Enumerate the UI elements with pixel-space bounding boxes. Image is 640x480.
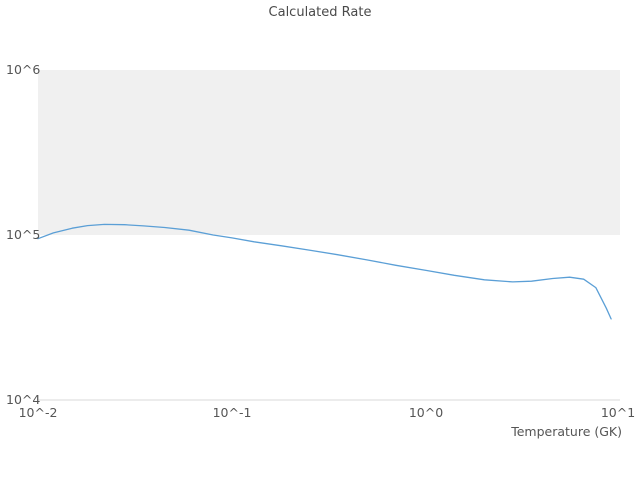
y-tick-label-1e6: 10^6 [6, 62, 40, 77]
x-tick-label-1e0: 10^0 [409, 405, 443, 420]
x-axis-label: Temperature (GK) [510, 424, 622, 439]
y-tick-label-1e4: 10^4 [6, 392, 40, 407]
x-tick-label-1e-2: 10^-2 [19, 405, 58, 420]
x-tick-label-1e1: 10^1 [601, 405, 635, 420]
x-tick-label-1e-1: 10^-1 [213, 405, 252, 420]
rate-line [37, 223, 612, 320]
log-decade-band [38, 70, 620, 235]
y-tick-label-1e5: 10^5 [6, 227, 40, 242]
chart-title: Calculated Rate [269, 5, 372, 20]
